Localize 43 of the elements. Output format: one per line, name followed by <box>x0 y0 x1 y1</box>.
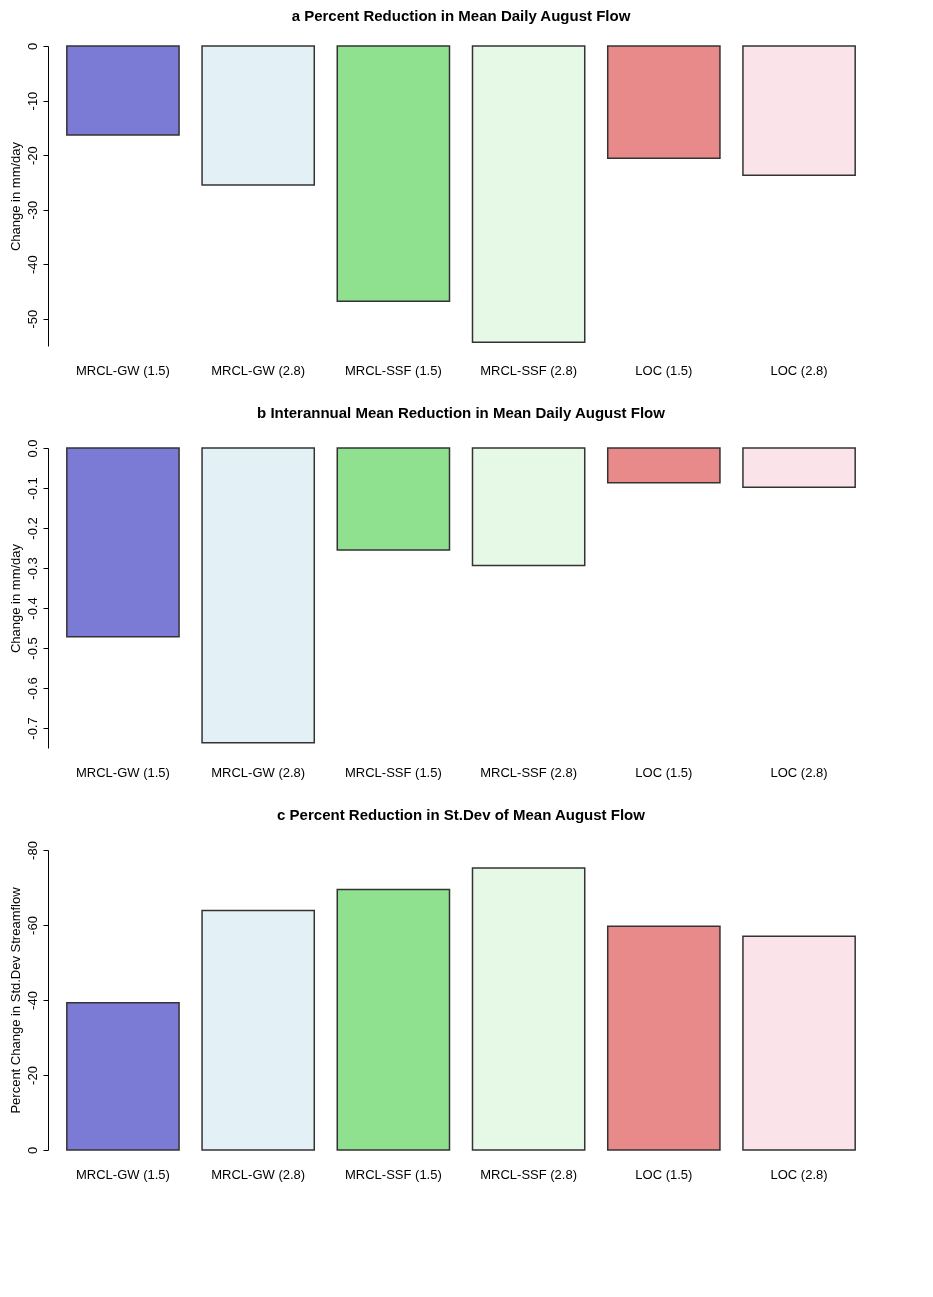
y-tick-label: -40 <box>24 991 40 1010</box>
x-tick-label: MRCL-GW (1.5) <box>75 362 170 378</box>
x-tick-label: MRCL-SSF (2.8) <box>480 764 578 780</box>
x-tick-label: LOC (2.8) <box>770 764 828 780</box>
y-tick-label: -20 <box>24 146 40 165</box>
y-axis-title: Change in mm/day <box>7 543 23 654</box>
chart-title: b Interannual Mean Reduction in Mean Daily August Flow <box>257 403 666 421</box>
y-tick-label: -0.1 <box>24 477 40 500</box>
y-tick-label: -0.2 <box>24 517 40 540</box>
y-tick-label: -30 <box>24 200 40 220</box>
x-tick-label: MRCL-SSF (1.5) <box>344 1166 442 1182</box>
y-tick-label: -80 <box>24 841 40 860</box>
y-tick-label: -0.6 <box>24 677 40 700</box>
y-tick-label: -0.4 <box>24 597 40 620</box>
y-tick-label: -10 <box>24 91 40 111</box>
y-tick-label: -60 <box>24 916 40 935</box>
x-tick-label: LOC (1.5) <box>635 1166 693 1182</box>
y-axis-title: Change in mm/day <box>7 141 23 252</box>
x-tick-label: MRCL-SSF (1.5) <box>344 362 442 378</box>
x-tick-label: MRCL-GW (2.8) <box>211 1166 306 1182</box>
x-tick-label: LOC (1.5) <box>635 362 693 378</box>
x-tick-label: MRCL-GW (1.5) <box>75 1166 170 1182</box>
y-tick-label: -20 <box>24 1066 40 1085</box>
y-axis-title: Percent Change in Std.Dev Streamflow <box>7 886 23 1114</box>
y-tick-label: -0.5 <box>24 637 40 660</box>
y-tick-label: -50 <box>24 309 40 329</box>
y-tick-label: 0.0 <box>24 439 40 458</box>
y-tick-label: -0.3 <box>24 557 40 580</box>
y-tick-label: 0 <box>24 1146 40 1155</box>
chart-title: c Percent Reduction in St.Dev of Mean August Flow <box>277 805 646 823</box>
x-tick-label: LOC (1.5) <box>635 764 693 780</box>
x-tick-label: MRCL-GW (1.5) <box>75 764 170 780</box>
x-tick-label: MRCL-GW (2.8) <box>211 764 306 780</box>
x-tick-label: MRCL-SSF (2.8) <box>480 1166 578 1182</box>
x-tick-label: MRCL-SSF (2.8) <box>480 362 578 378</box>
x-tick-label: MRCL-SSF (1.5) <box>344 764 442 780</box>
x-tick-label: LOC (2.8) <box>770 362 828 378</box>
chart-title: a Percent Reduction in Mean Daily August Flow <box>291 7 631 25</box>
y-tick-label: -40 <box>24 255 40 275</box>
y-tick-label: -0.7 <box>24 717 40 740</box>
x-tick-label: LOC (2.8) <box>770 1166 828 1182</box>
y-tick-label: 0 <box>24 42 40 51</box>
x-tick-label: MRCL-GW (2.8) <box>211 362 306 378</box>
